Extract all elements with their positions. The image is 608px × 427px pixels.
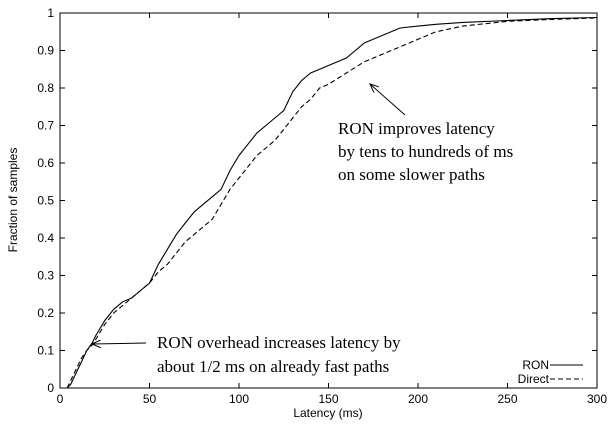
annotation-top-line-2: by tens to hundreds of ms xyxy=(338,142,513,161)
y-tick-label: 0.1 xyxy=(37,344,54,358)
y-axis-label: Fraction of samples xyxy=(6,148,20,253)
x-tick-label: 300 xyxy=(587,392,607,406)
legend-label-direct: Direct xyxy=(518,372,550,386)
x-tick-label: 250 xyxy=(497,392,517,406)
y-tick-label: 0.9 xyxy=(37,44,54,58)
legend: RON Direct xyxy=(518,358,583,386)
x-tick-label: 150 xyxy=(318,392,338,406)
series-layer xyxy=(66,16,598,389)
y-tick-label: 0.4 xyxy=(37,231,54,245)
y-tick-label: 0.8 xyxy=(37,81,54,95)
series-line-direct xyxy=(66,17,598,389)
x-axis-ticks: 0 50 100 150 200 250 300 xyxy=(57,13,607,406)
plot-frame xyxy=(59,12,598,389)
x-tick-label: 0 xyxy=(57,392,64,406)
x-tick-label: 200 xyxy=(408,392,428,406)
series-line-ron xyxy=(66,16,598,389)
annotation-top: RON improves latency by tens to hundreds… xyxy=(338,84,513,184)
y-tick-label: 0.7 xyxy=(37,119,54,133)
y-axis-ticks: 0 0.1 0.2 0.3 0.4 0.5 0.6 0.7 0.8 0.9 1 xyxy=(37,6,597,395)
annotation-top-line-1: RON improves latency xyxy=(338,119,495,138)
annotation-bottom-arrow xyxy=(92,343,147,344)
x-axis-label: Latency (ms) xyxy=(293,406,362,420)
x-tick-label: 100 xyxy=(229,392,249,406)
y-tick-label: 0.6 xyxy=(37,156,54,170)
annotation-bottom-line-1: RON overhead increases latency by xyxy=(157,333,401,352)
annotation-bottom-line-2: about 1/2 ms on already fast paths xyxy=(157,357,389,376)
x-tick-label: 50 xyxy=(143,392,157,406)
y-tick-label: 0.2 xyxy=(37,306,54,320)
y-tick-label: 1 xyxy=(47,6,54,20)
y-tick-label: 0.5 xyxy=(37,194,54,208)
annotation-top-arrow xyxy=(370,84,406,116)
y-tick-label: 0 xyxy=(47,381,54,395)
legend-label-ron: RON xyxy=(522,358,549,372)
y-tick-label: 0.3 xyxy=(37,269,54,283)
annotation-top-line-3: on some slower paths xyxy=(338,165,485,184)
annotation-bottom: RON overhead increases latency by about … xyxy=(92,333,401,376)
